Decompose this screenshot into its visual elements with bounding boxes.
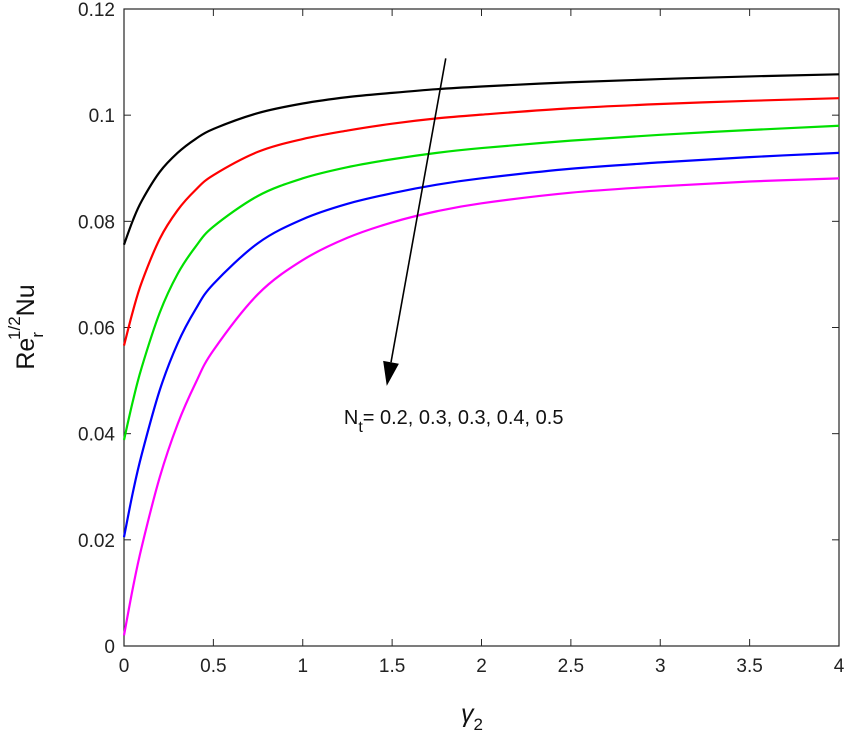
y-tick-label: 0.08 [78,212,115,233]
y-tick-label: 0.02 [78,531,115,552]
annotation-arrow [390,58,447,363]
series-lines [122,73,840,636]
series-line-5 [122,177,840,636]
x-tick-label: 0.5 [200,656,226,677]
x-tick-label: 3 [655,656,666,677]
x-tick-label: 3.5 [736,656,762,677]
x-tick-label: 4 [834,656,845,677]
x-tick-label: 2.5 [558,656,584,677]
x-tick-labels: 0 0.5 1 1.5 2 2.5 3 3.5 4 [119,656,845,677]
x-tick-label: 2 [476,656,487,677]
x-tick-label: 1.5 [379,656,405,677]
y-tick-label: 0.12 [78,0,115,21]
x-tick-label: 1 [297,656,308,677]
series-line-1 [122,73,840,246]
y-tick-label: 0.04 [78,425,115,446]
y-tick-labels: 0 0.02 0.04 0.06 0.08 0.1 0.12 [78,0,115,658]
series-line-2 [122,97,840,346]
series-line-4 [122,151,840,538]
y-tick-label: 0 [104,637,115,658]
y-axis-title: Rer1/2Nu [5,284,47,369]
annotation: Nt= 0.2, 0.3, 0.3, 0.4, 0.5 [344,58,564,436]
x-tick-label: 0 [119,656,130,677]
x-axis-title: γ2 [461,700,483,734]
series-line-3 [122,124,840,441]
y-tick-label: 0.1 [89,106,115,127]
annotation-label: Nt= 0.2, 0.3, 0.3, 0.4, 0.5 [344,407,564,436]
y-tick-label: 0.06 [78,319,115,340]
annotation-arrowhead [383,360,399,386]
